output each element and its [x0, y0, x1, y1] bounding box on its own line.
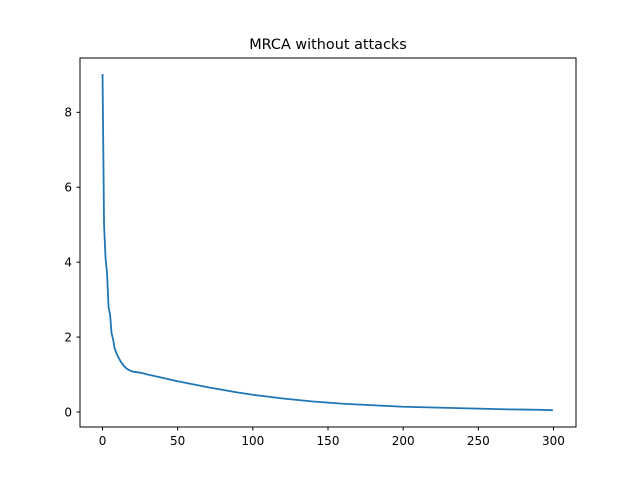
x-tick-label: 200: [392, 434, 415, 448]
x-tick-label: 0: [99, 434, 107, 448]
x-tick-label: 100: [241, 434, 264, 448]
series-line: [101, 73, 553, 412]
x-tick-label: 250: [467, 434, 490, 448]
x-tick-label: 150: [317, 434, 340, 448]
y-tick-label: 8: [64, 106, 72, 120]
y-tick-label: 2: [64, 330, 72, 344]
x-tick-label: 300: [542, 434, 565, 448]
axes-frame: [79, 57, 577, 428]
chart-title: MRCA without attacks: [249, 37, 407, 53]
y-tick-label: 4: [64, 255, 72, 269]
axis-ticks: 0 50 100 150 200 250 300 0 2 4 6 8: [64, 106, 565, 448]
x-tick-label: 50: [170, 434, 185, 448]
y-tick-label: 6: [64, 181, 72, 195]
y-tick-label: 0: [64, 405, 72, 419]
plot-area: [101, 73, 553, 412]
